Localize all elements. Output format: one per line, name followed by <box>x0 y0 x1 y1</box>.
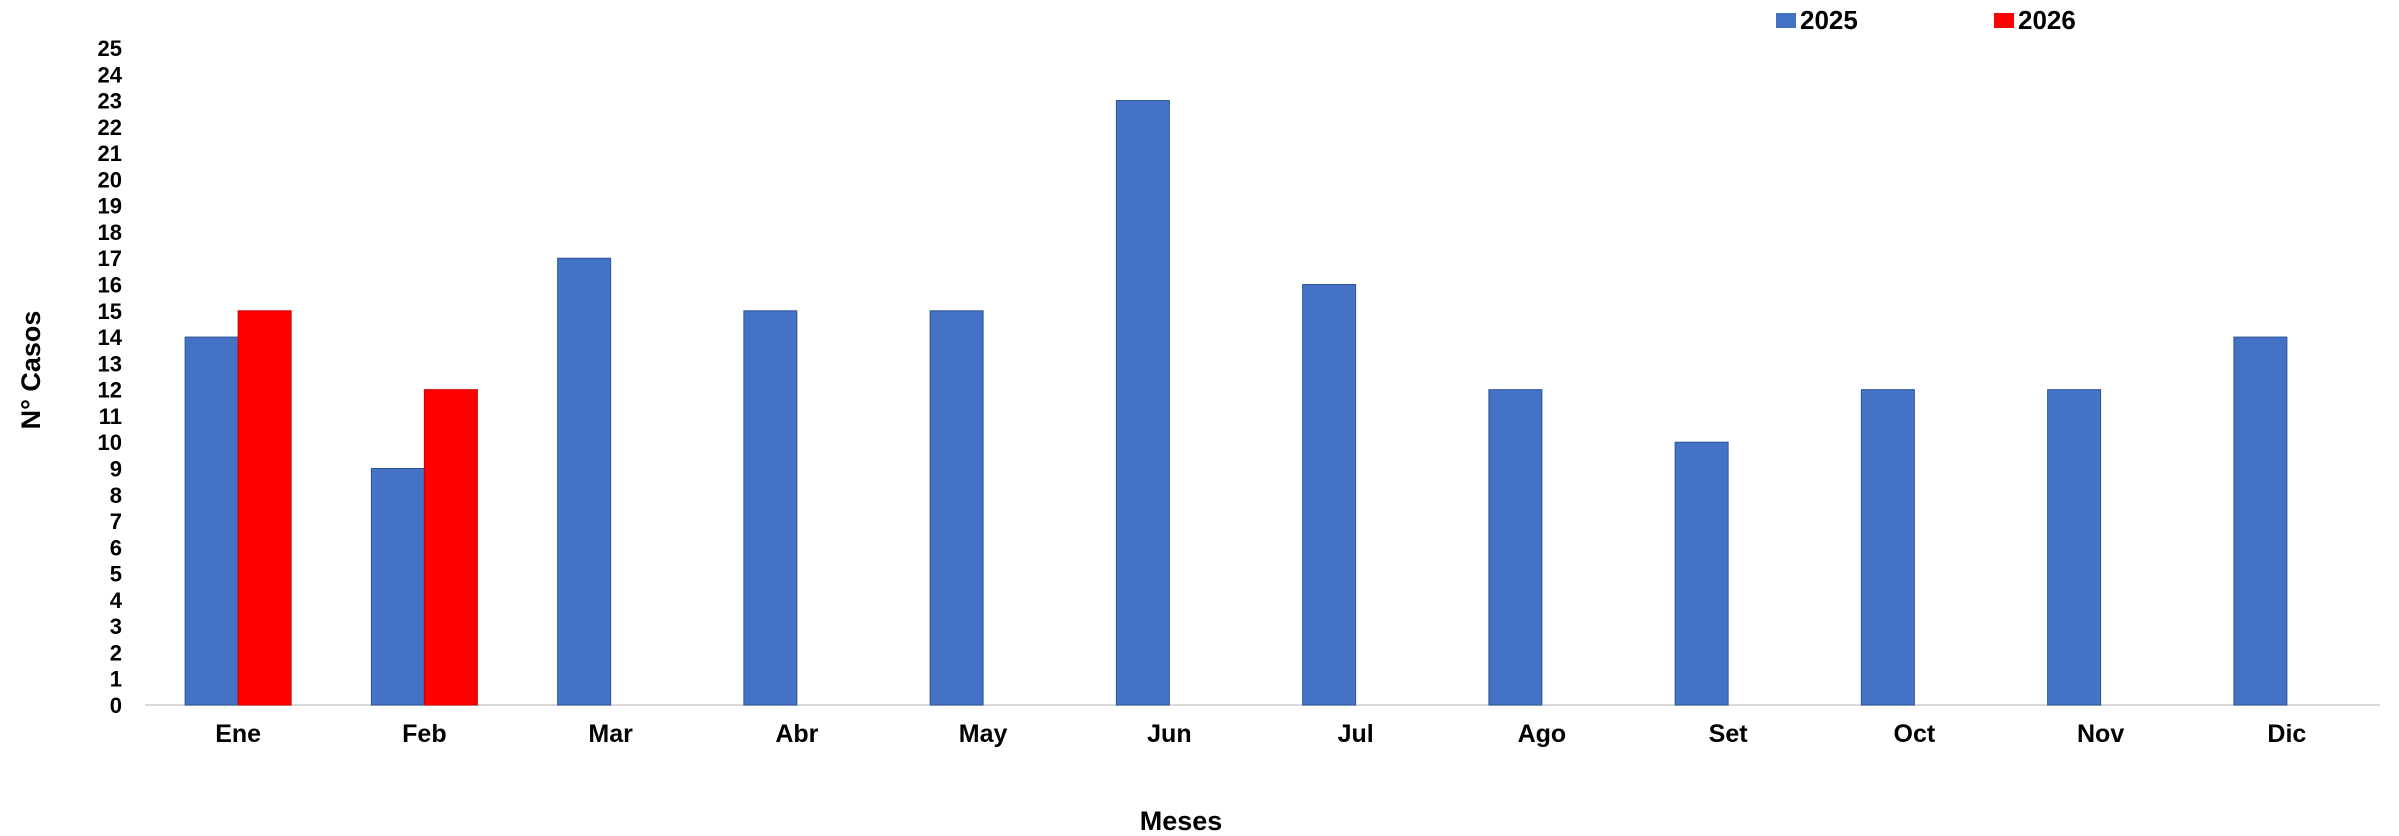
y-tick-label: 2 <box>110 640 122 665</box>
y-tick-label: 22 <box>98 115 122 140</box>
y-tick-label: 6 <box>110 535 122 560</box>
bar-2026-feb <box>423 389 478 706</box>
x-tick-label: Set <box>1709 720 1749 748</box>
y-tick-label: 8 <box>110 483 122 508</box>
bar-2025-mar <box>557 257 612 706</box>
bar-2025-jul <box>1302 284 1357 706</box>
bar-2025-set <box>1674 441 1729 706</box>
y-tick-label: 12 <box>98 378 122 403</box>
x-tick-label: Mar <box>588 720 633 748</box>
y-tick-label: 25 <box>98 36 122 61</box>
x-tick-label: Feb <box>402 720 446 748</box>
legend-label-2026: 2026 <box>2018 5 2076 35</box>
y-tick-label: 19 <box>98 194 122 219</box>
y-tick-label: 10 <box>98 430 122 455</box>
x-axis-ticks: Ene Feb Mar Abr May Jun Jul Ago Set Oct Nov Dic <box>215 720 2306 748</box>
y-tick-label: 11 <box>99 404 122 429</box>
y-tick-label: 9 <box>110 456 122 481</box>
y-tick-label: 24 <box>98 62 123 87</box>
y-tick-label: 5 <box>110 562 122 587</box>
y-tick-label: 7 <box>110 509 122 534</box>
y-tick-label: 3 <box>110 614 122 639</box>
bar-2025-abr <box>743 310 798 706</box>
bar-2025-dic <box>2233 336 2288 706</box>
bar-2025-ene <box>184 336 239 706</box>
bar-2025-nov <box>2047 389 2102 706</box>
legend-label-2025: 2025 <box>1800 5 1858 35</box>
bar-2025-feb <box>370 467 425 706</box>
x-tick-label: Jul <box>1338 720 1374 748</box>
bar-2025-may <box>929 310 984 706</box>
y-tick-label: 16 <box>98 273 122 298</box>
bar-2026-ene <box>237 310 292 706</box>
x-tick-label: Dic <box>2267 720 2306 748</box>
y-axis-ticks: 0123456789101112131415161718192021222324… <box>98 36 123 718</box>
bars <box>184 100 2288 706</box>
legend-swatch-2026 <box>1994 13 2014 28</box>
x-tick-label: Oct <box>1894 720 1936 748</box>
x-tick-label: Abr <box>775 720 818 748</box>
bar-2025-oct <box>1860 389 1915 706</box>
x-tick-label: Nov <box>2077 720 2124 748</box>
y-tick-label: 23 <box>98 89 122 114</box>
x-tick-label: Jun <box>1147 720 1191 748</box>
x-axis-title: Meses <box>1140 806 1223 836</box>
y-tick-label: 0 <box>110 693 122 718</box>
y-tick-label: 20 <box>98 167 122 192</box>
y-tick-label: 17 <box>98 246 122 271</box>
y-tick-label: 15 <box>98 299 122 324</box>
bar-2025-jun <box>1115 100 1170 706</box>
x-tick-label: Ago <box>1518 720 1567 748</box>
y-tick-label: 21 <box>98 141 122 166</box>
y-tick-label: 13 <box>98 351 122 376</box>
bar-2025-ago <box>1488 389 1543 706</box>
legend: 2025 2026 <box>1776 5 2076 35</box>
y-tick-label: 18 <box>98 220 122 245</box>
legend-swatch-2025 <box>1776 13 1796 28</box>
x-tick-label: Ene <box>215 720 261 748</box>
y-tick-label: 1 <box>110 667 122 692</box>
y-tick-label: 4 <box>110 588 123 613</box>
y-axis-title: N° Casos <box>16 311 46 430</box>
y-tick-label: 14 <box>98 325 123 350</box>
x-tick-label: May <box>959 720 1008 748</box>
